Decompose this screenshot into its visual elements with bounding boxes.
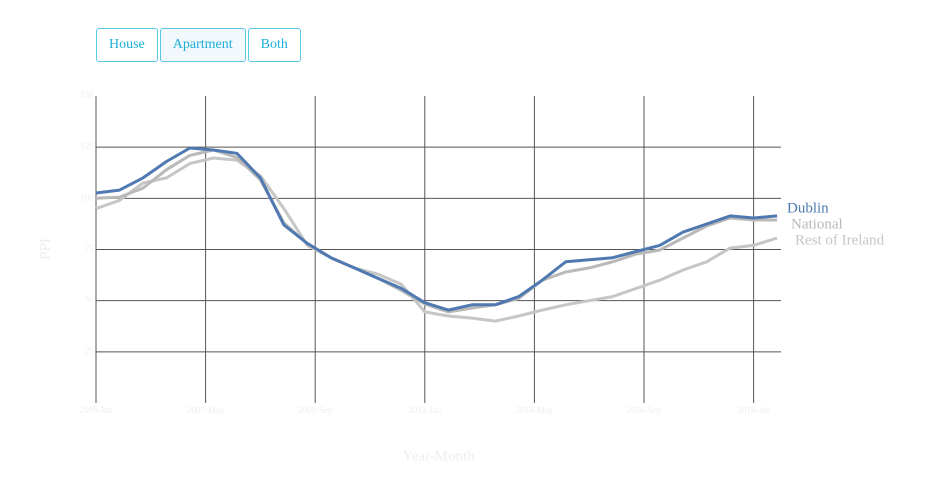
filter-buttons: House Apartment Both bbox=[96, 28, 301, 62]
series-line bbox=[95, 148, 778, 314]
filter-button[interactable]: Apartment bbox=[159, 28, 246, 62]
y-tick-label: 75 bbox=[85, 244, 95, 254]
x-tick-label: 2009-Sep bbox=[298, 405, 333, 415]
y-tick-label: 50 bbox=[85, 295, 95, 305]
filter-button[interactable]: House bbox=[96, 28, 158, 62]
series-label: Dublin bbox=[787, 200, 829, 216]
x-tick-label: 2005-Jan bbox=[80, 405, 113, 415]
x-tick-label: 2014-May bbox=[516, 405, 554, 415]
y-tick-label: 100 bbox=[81, 192, 95, 202]
x-tick-label: 2007-May bbox=[187, 405, 225, 415]
x-tick-label: 2012-Jan bbox=[408, 405, 441, 415]
y-tick-label: 125 bbox=[81, 141, 95, 151]
x-axis-label: Year-Month bbox=[402, 448, 475, 464]
series-line bbox=[95, 146, 778, 312]
y-tick-label: 150 bbox=[81, 90, 95, 100]
series-label: Rest of Ireland bbox=[795, 232, 885, 248]
filter-button[interactable]: Both bbox=[247, 28, 301, 62]
y-tick-label: 25 bbox=[85, 346, 95, 356]
series-line bbox=[95, 156, 778, 323]
x-tick-label: 2019-Jan bbox=[737, 405, 770, 415]
series-label: National bbox=[791, 216, 843, 232]
y-axis-label: PPI bbox=[37, 238, 53, 260]
x-tick-label: 2016-Sep bbox=[627, 405, 662, 415]
